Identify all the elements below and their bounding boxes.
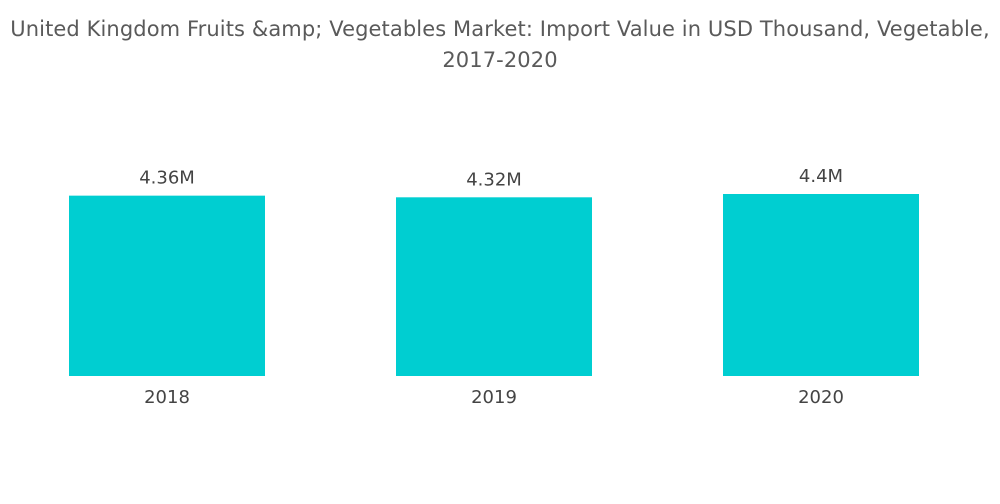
bar-2020 — [723, 194, 919, 376]
value-label-2019: 4.32M — [466, 169, 522, 190]
x-tick-label-2018: 2018 — [144, 387, 190, 408]
value-label-2020: 4.4M — [799, 166, 843, 187]
bar-2019 — [396, 197, 592, 376]
value-label-2018: 4.36M — [139, 168, 195, 189]
chart-title-line-2: 2017-2020 — [442, 48, 558, 72]
bar-2018 — [69, 195, 265, 376]
x-tick-label-2019: 2019 — [471, 387, 517, 408]
chart-title: United Kingdom Fruits &amp; Vegetables M… — [0, 14, 1000, 76]
x-tick-label-2020: 2020 — [798, 387, 844, 408]
chart-title-line-1: United Kingdom Fruits &amp; Vegetables M… — [10, 17, 990, 41]
